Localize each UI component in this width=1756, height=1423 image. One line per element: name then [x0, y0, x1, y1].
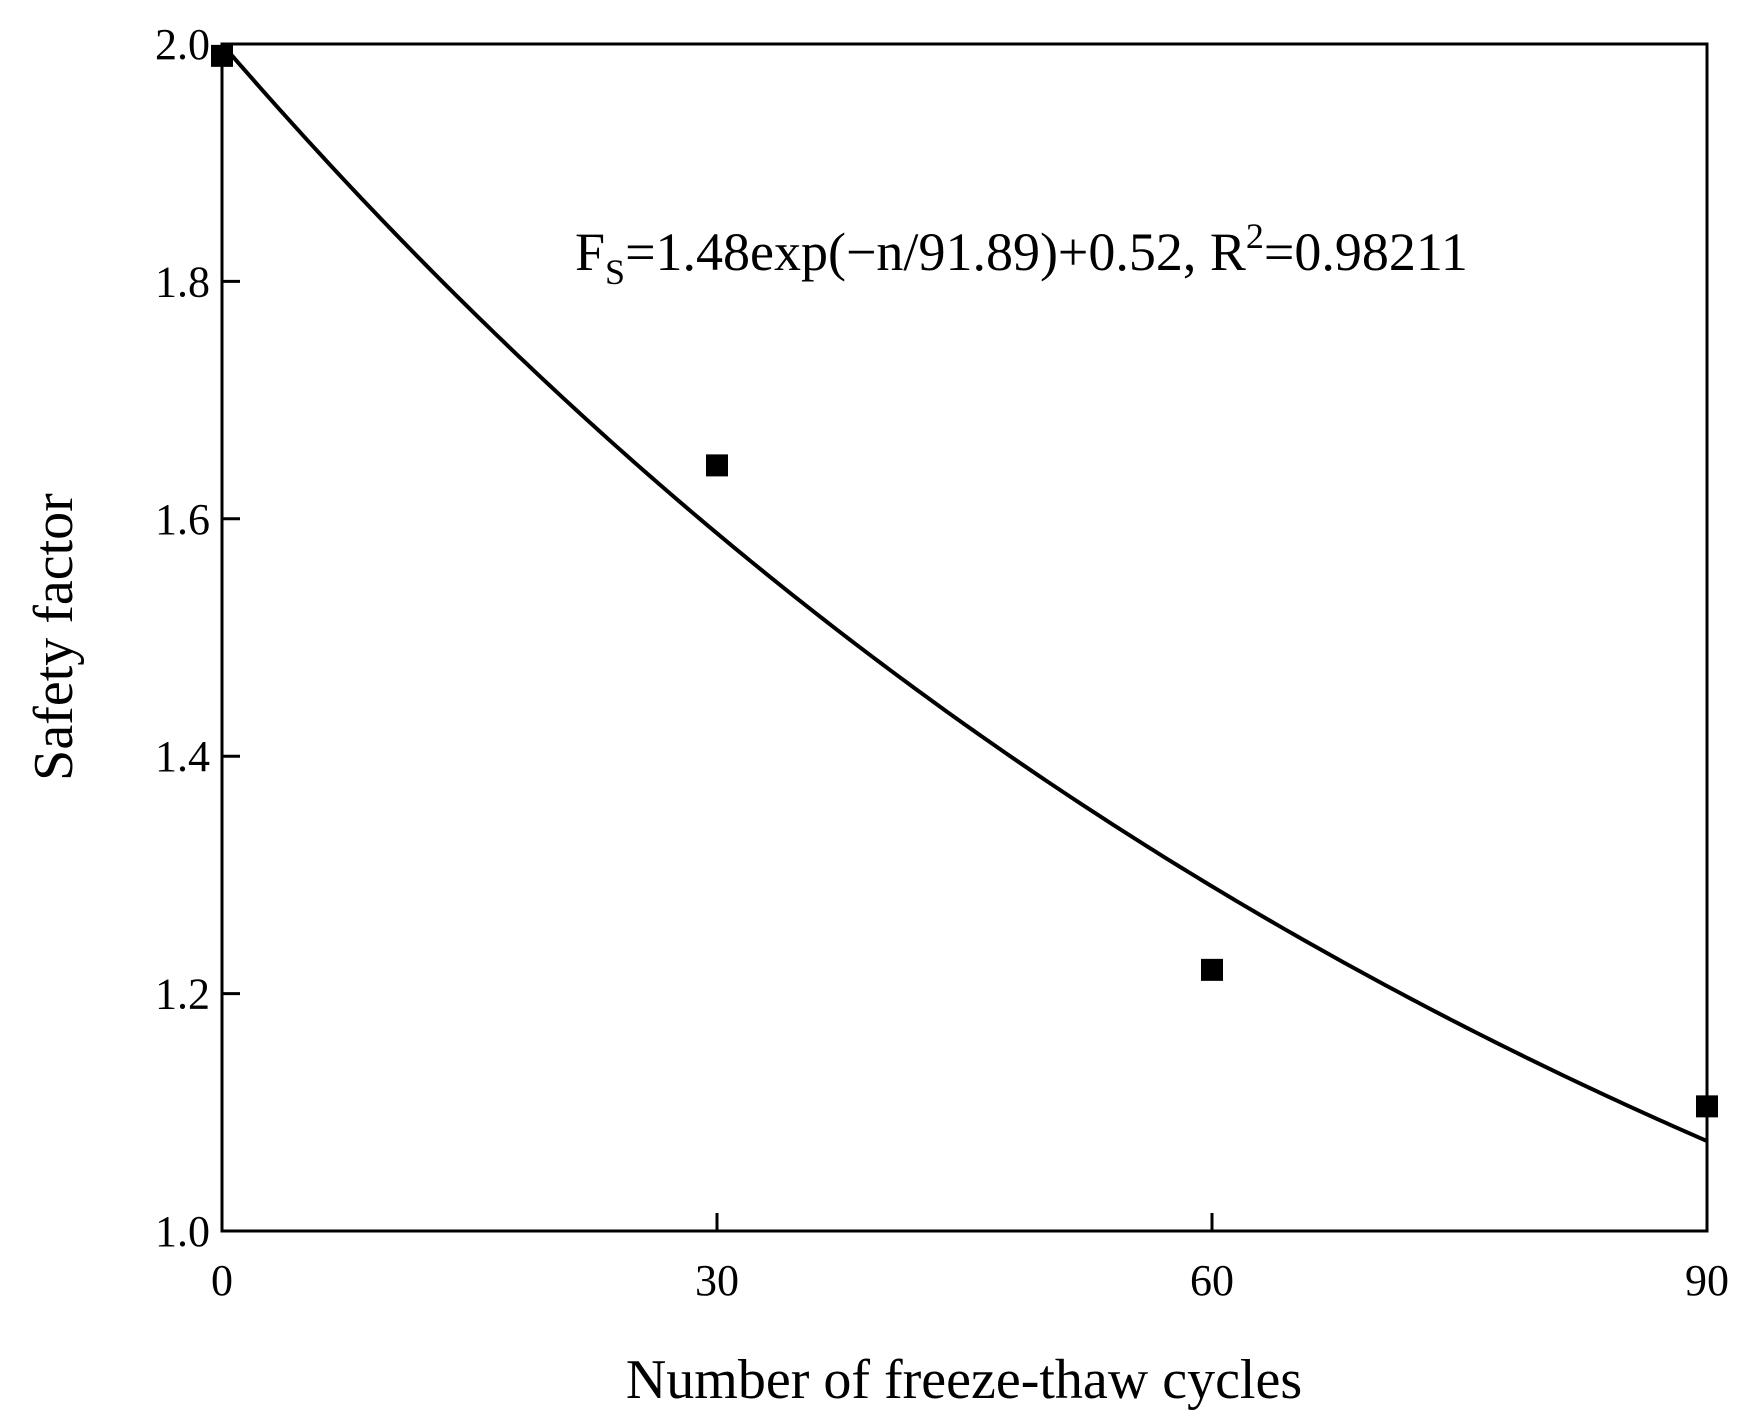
annotation-superscript: 2 — [1246, 216, 1264, 256]
annotation-suffix: =0.98211 — [1264, 222, 1468, 282]
y-axis-ticks: 1.0 1.2 1.4 1.6 1.8 2.0 — [155, 20, 240, 1256]
annotation-body: =1.48exp(−n/91.89)+0.52, R — [625, 222, 1246, 282]
safety-factor-chart: 0 30 60 90 1.0 1.2 1.4 1.6 1.8 2.0 FS=1.48exp(−n… — [0, 0, 1756, 1423]
x-tick-label: 0 — [211, 1256, 233, 1305]
x-tick-label: 90 — [1685, 1256, 1729, 1305]
y-tick-label: 1.4 — [155, 732, 210, 781]
annotation-prefix: F — [575, 222, 605, 282]
y-tick-label: 2.0 — [155, 20, 210, 69]
y-tick-label: 1.2 — [155, 970, 210, 1019]
x-tick-label: 30 — [695, 1256, 739, 1305]
data-point — [706, 454, 728, 476]
chart-container: 0 30 60 90 1.0 1.2 1.4 1.6 1.8 2.0 FS=1.48exp(−n… — [0, 0, 1756, 1423]
fit-curve — [222, 44, 1707, 1141]
y-axis-title: Safety factor — [23, 493, 85, 781]
x-axis-ticks: 0 30 60 90 — [211, 1213, 1729, 1305]
data-point — [1696, 1095, 1718, 1117]
y-tick-label: 1.6 — [155, 495, 210, 544]
annotation-equation: FS=1.48exp(−n/91.89)+0.52, R2=0.98211 — [575, 216, 1468, 292]
y-tick-label: 1.8 — [155, 257, 210, 306]
data-point — [211, 45, 233, 67]
data-points — [211, 45, 1718, 1117]
y-tick-label: 1.0 — [155, 1207, 210, 1256]
data-point — [1201, 959, 1223, 981]
x-tick-label: 60 — [1190, 1256, 1234, 1305]
annotation-subscript: S — [605, 252, 625, 292]
x-axis-title: Number of freeze-thaw cycles — [626, 1349, 1302, 1411]
